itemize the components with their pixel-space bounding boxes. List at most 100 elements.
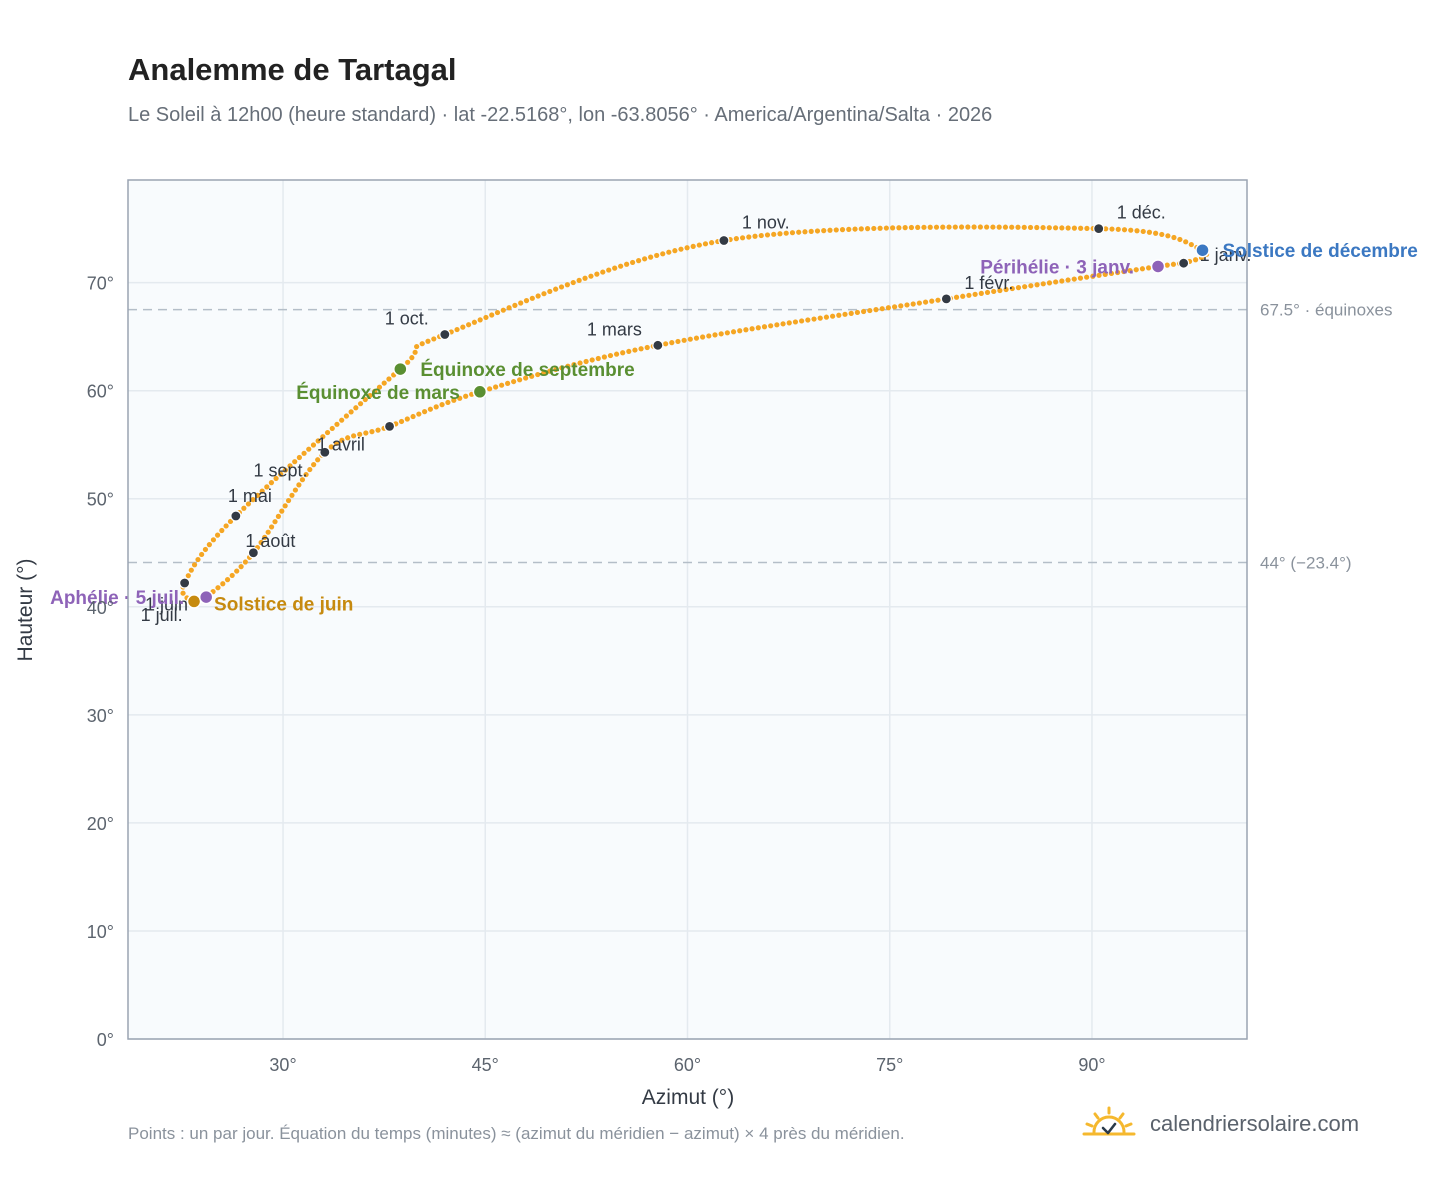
day-point	[761, 324, 768, 330]
day-point	[1034, 224, 1040, 231]
day-point	[285, 497, 292, 504]
day-point	[1052, 225, 1059, 231]
day-point	[808, 228, 814, 234]
day-point	[600, 269, 606, 275]
day-point	[1102, 271, 1108, 277]
month-label: 1 mars	[587, 319, 642, 339]
reference-lines: 67.5° · équinoxes 44° (−23.4°)	[128, 301, 1393, 572]
day-point	[1153, 230, 1159, 236]
day-point	[1090, 273, 1096, 279]
day-point	[902, 225, 908, 231]
plot-frame	[127, 179, 1248, 1040]
month-marker	[247, 547, 259, 559]
day-point	[842, 311, 848, 317]
day-point	[1127, 268, 1133, 274]
day-point	[1046, 225, 1052, 231]
day-point	[724, 330, 730, 336]
day-point	[234, 568, 240, 574]
reference-line-label: 67.5° · équinoxes	[1260, 301, 1393, 320]
day-point	[583, 358, 589, 365]
day-point	[451, 397, 457, 403]
day-point	[315, 438, 321, 444]
y-tick-label: 40°	[87, 598, 114, 618]
day-point	[1046, 280, 1053, 286]
day-point	[915, 224, 921, 231]
day-point	[357, 431, 363, 437]
day-point	[642, 256, 648, 262]
day-point	[666, 249, 672, 255]
day-point	[195, 556, 201, 563]
day-point	[339, 417, 345, 423]
day-point	[811, 316, 817, 322]
day-point	[733, 236, 739, 242]
day-point	[877, 225, 883, 231]
y-tick-label: 10°	[87, 922, 114, 942]
day-point	[935, 297, 941, 303]
day-point	[764, 232, 771, 238]
day-point	[422, 409, 428, 415]
day-point	[833, 227, 839, 233]
day-point	[466, 322, 472, 328]
day-point	[494, 309, 501, 316]
day-point	[306, 446, 312, 452]
x-axis-label: Azimut (°)	[642, 1086, 734, 1109]
day-point	[431, 336, 437, 342]
day-point	[345, 435, 351, 441]
day-point	[553, 286, 559, 292]
day-point	[706, 333, 712, 339]
day-point	[871, 225, 877, 232]
day-point	[324, 429, 331, 436]
day-point	[1022, 284, 1028, 290]
day-point	[858, 226, 864, 232]
day-point	[854, 309, 861, 316]
day-point	[632, 347, 638, 353]
day-point	[357, 401, 364, 407]
day-point	[814, 228, 821, 234]
day-point	[310, 442, 317, 448]
chart-title: Analemme de Tartagal	[128, 52, 457, 87]
day-point	[890, 225, 896, 231]
day-point	[547, 368, 553, 374]
day-point	[541, 370, 547, 376]
day-point	[553, 366, 559, 373]
day-point	[620, 350, 626, 356]
day-point	[946, 224, 952, 230]
day-point	[535, 371, 541, 378]
day-point	[1177, 236, 1183, 243]
day-point	[984, 224, 990, 230]
day-point	[565, 363, 571, 369]
day-point	[414, 343, 420, 350]
day-point	[339, 437, 345, 443]
brand-name: calendriersolaire.com	[1150, 1111, 1360, 1136]
day-point	[289, 492, 295, 498]
day-point	[867, 307, 873, 314]
day-point	[264, 484, 270, 490]
apsis-marker	[1150, 259, 1166, 274]
day-point	[362, 396, 368, 403]
day-point	[904, 302, 910, 308]
day-point	[254, 492, 261, 498]
day-point	[328, 444, 334, 450]
day-point	[210, 537, 217, 543]
day-point	[883, 225, 889, 231]
day-point	[262, 534, 268, 540]
brand[interactable]: calendriersolaire.com	[1082, 1104, 1359, 1144]
day-point	[518, 300, 524, 306]
month-label: 1 avril	[317, 434, 365, 454]
day-point	[626, 348, 632, 355]
day-point	[500, 307, 506, 313]
day-point	[214, 532, 221, 538]
day-point	[746, 234, 752, 240]
day-point	[292, 487, 299, 493]
day-point	[996, 224, 1002, 230]
day-point	[241, 505, 247, 511]
month-label: 1 sept.	[254, 460, 308, 480]
day-point	[299, 477, 306, 483]
day-point	[589, 357, 595, 363]
day-point	[1027, 224, 1034, 231]
solstice_december-marker	[1195, 242, 1210, 258]
day-point	[613, 351, 620, 357]
day-point	[224, 577, 231, 583]
x-tick-label: 75°	[876, 1055, 903, 1075]
